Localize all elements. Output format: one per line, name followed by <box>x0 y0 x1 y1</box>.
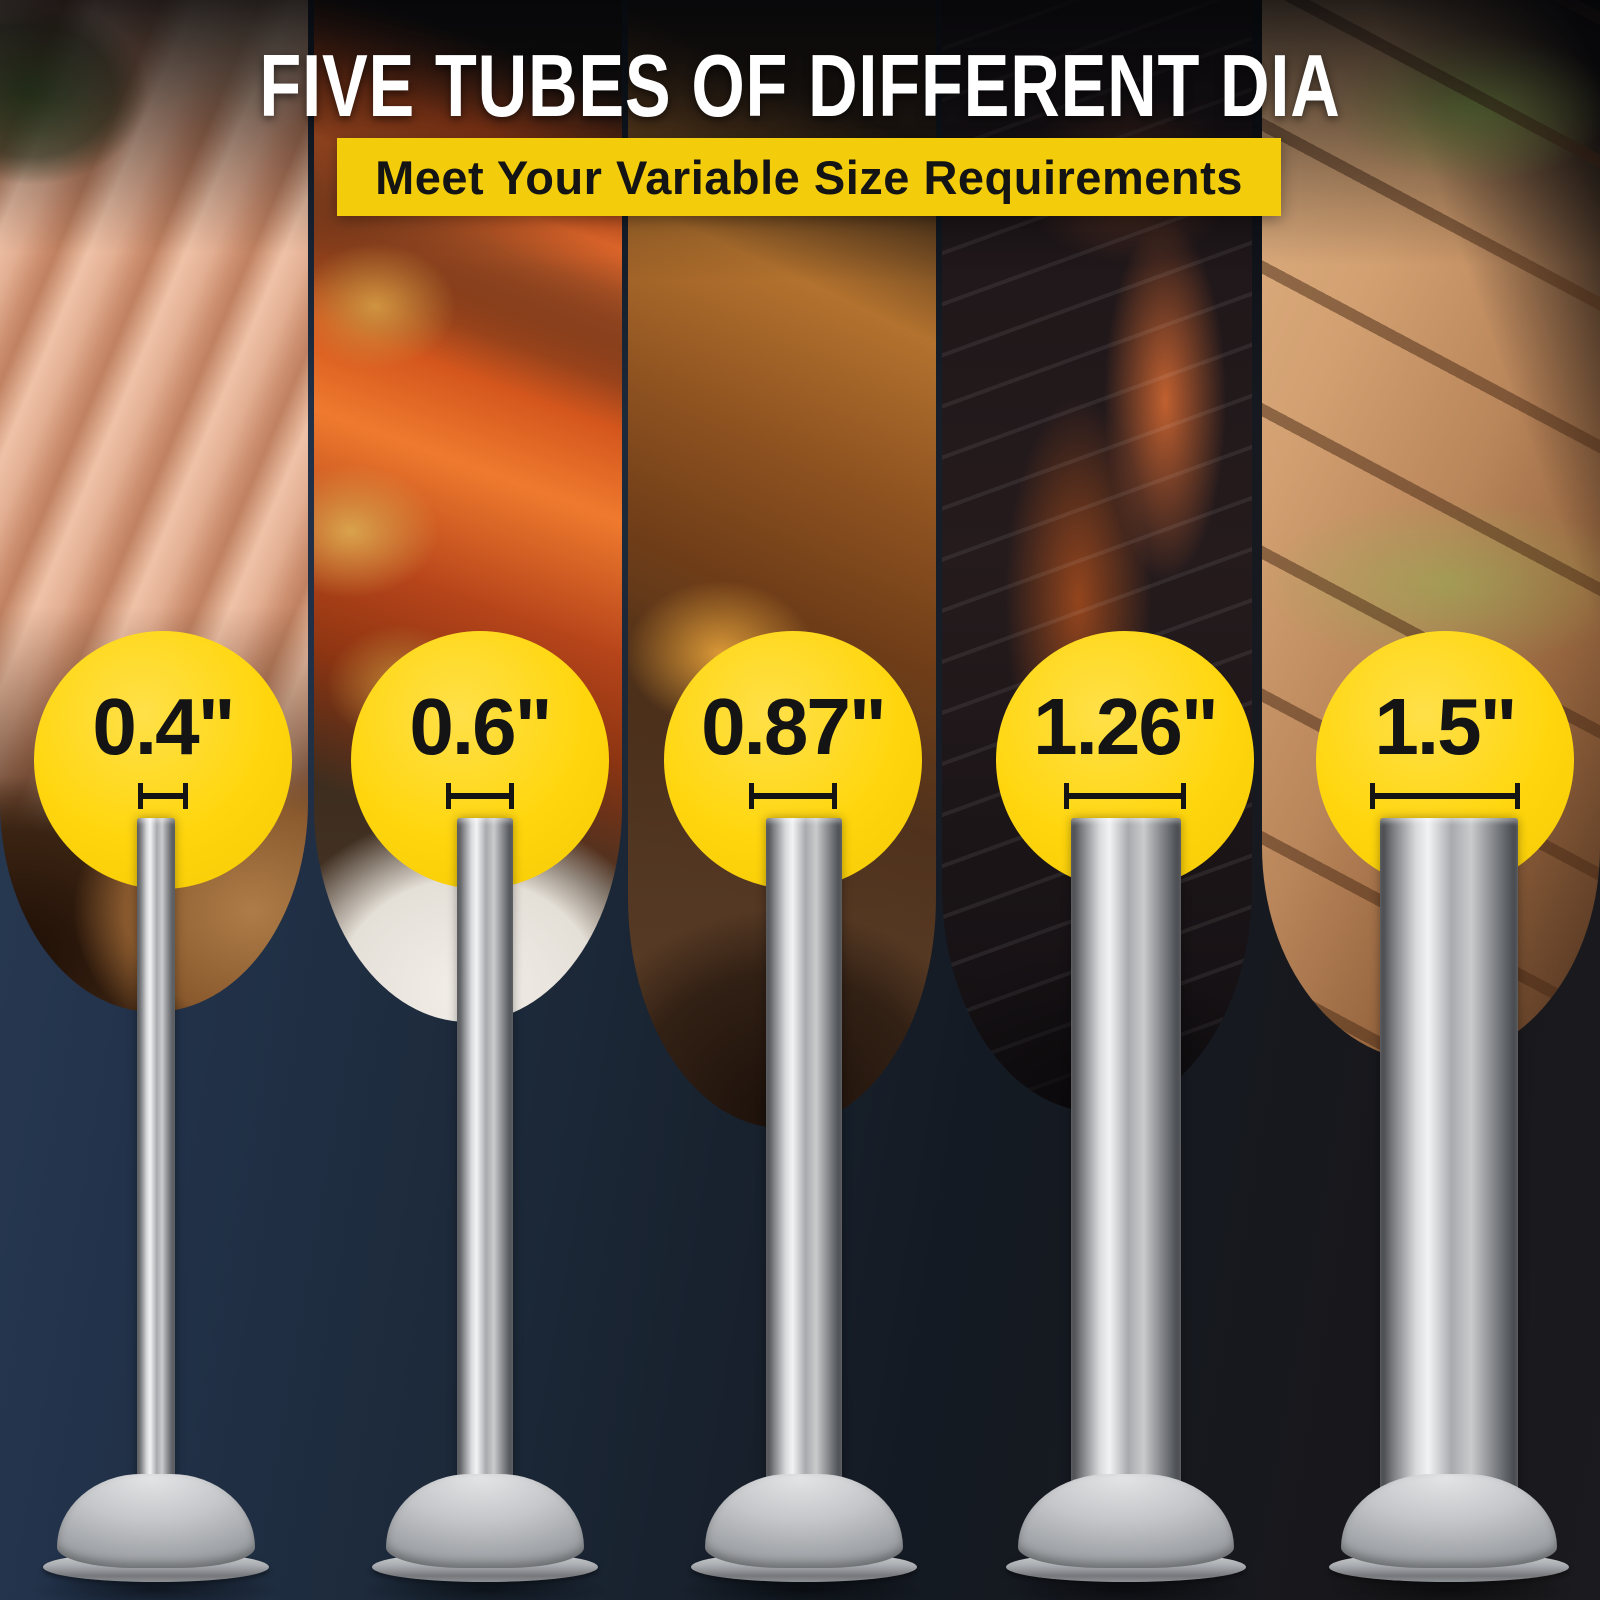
diameter-bracket-icon <box>446 783 514 809</box>
diameter-label-3: 0.87" <box>701 682 887 771</box>
base-dome <box>386 1474 584 1568</box>
tube-base-2 <box>357 1474 613 1600</box>
diameter-bracket-icon <box>1064 783 1186 809</box>
diameter-badge-3: 0.87" <box>664 631 922 889</box>
tube-base-5 <box>1321 1474 1577 1600</box>
diameter-bracket-icon <box>1370 783 1520 809</box>
stuffing-tube-4 <box>1071 818 1181 1508</box>
stuffing-tube-2 <box>457 818 513 1508</box>
headline: FIVE TUBES OF DIFFERENT DIA <box>259 36 1341 135</box>
diameter-bracket-icon <box>749 783 837 809</box>
stuffing-tube-5 <box>1380 818 1518 1508</box>
diameter-label-2: 0.6" <box>409 682 552 771</box>
diameter-label-1: 0.4" <box>92 682 235 771</box>
tube-base-3 <box>676 1474 932 1600</box>
tube-base-4 <box>998 1474 1254 1600</box>
diameter-label-5: 1.5" <box>1374 682 1517 771</box>
base-dome <box>705 1474 903 1568</box>
stuffing-tube-3 <box>766 818 842 1508</box>
diameter-bracket-icon <box>138 783 188 809</box>
base-dome <box>1018 1474 1234 1568</box>
diameter-badge-4: 1.26" <box>996 631 1254 889</box>
stuffing-tube-1 <box>137 818 175 1508</box>
tube-base-1 <box>28 1474 284 1600</box>
base-dome <box>57 1474 255 1568</box>
fresh-sausages-photo <box>0 0 308 1012</box>
subheadline-text: Meet Your Variable Size Requirements <box>375 150 1243 204</box>
diameter-label-4: 1.26" <box>1033 682 1219 771</box>
subheadline-banner: Meet Your Variable Size Requirements <box>337 138 1281 216</box>
base-dome <box>1341 1474 1557 1568</box>
